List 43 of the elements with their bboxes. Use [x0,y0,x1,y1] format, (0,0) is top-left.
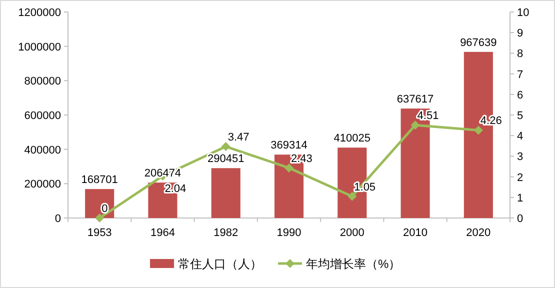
legend-label: 年均增长率（%） [306,257,401,271]
y-tick-label: 0 [54,213,61,225]
y-tick-label: 1000000 [18,41,61,54]
y2-tick-label: 0 [517,213,524,225]
x-tick-label: 2020 [466,227,491,239]
data-label: 290451 [208,153,244,166]
y2-tick-label: 8 [517,48,524,60]
y-tick-label: 800000 [24,76,61,88]
y2-tick-label: 5 [517,110,524,122]
x-tick-label: 2000 [340,227,364,239]
y2-tick-label: 4 [517,130,524,143]
y2-tick-label: 10 [517,7,530,19]
y2-tick-label: 7 [517,68,524,81]
point [474,126,483,135]
data-label: 410025 [334,132,370,145]
x-tick-label: 1982 [214,227,238,239]
x-tick-label: 1953 [87,227,112,239]
bar [211,168,240,218]
data-label: 369314 [270,140,308,152]
point [221,142,230,152]
x-tick-label: 1990 [276,227,302,239]
y2-tick-label: 6 [517,89,524,102]
point [348,192,357,201]
data-label: 967639 [460,36,497,49]
y-tick-label: 600000 [24,110,61,122]
data-label: 0 [102,203,108,215]
point [95,214,104,222]
y2-tick-label: 3 [517,151,524,164]
legend-label: 常住人口（人） [178,257,262,271]
y2-tick-label: 9 [517,28,524,40]
data-label: 637617 [396,94,434,106]
y2-tick-label: 1 [517,192,524,204]
point [284,163,294,172]
x-tick-label: 1964 [150,227,175,239]
data-label: 168701 [81,174,118,186]
data-label: 1.05 [354,181,376,194]
y2-tick-label: 2 [517,172,524,184]
y-tick-label: 1200000 [18,7,61,19]
point [410,120,420,130]
y-tick-label: 400000 [24,144,61,156]
x-tick-label: 2010 [403,227,428,239]
y-tick-label: 200000 [24,178,61,191]
data-label: 3.47 [228,132,250,144]
